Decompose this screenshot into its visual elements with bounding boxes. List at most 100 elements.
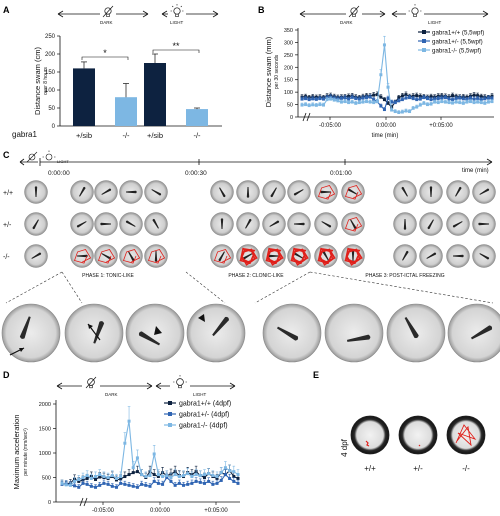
data-point xyxy=(451,94,455,98)
data-point xyxy=(94,485,98,489)
data-point xyxy=(148,484,152,488)
larva xyxy=(293,252,304,259)
larva xyxy=(403,219,407,230)
data-point xyxy=(425,103,429,107)
data-point xyxy=(425,97,429,101)
data-point xyxy=(393,110,397,114)
data-point xyxy=(365,100,369,104)
larva xyxy=(294,222,305,226)
data-point xyxy=(114,485,118,489)
data-point xyxy=(451,98,455,102)
data-point xyxy=(357,97,361,101)
data-point xyxy=(322,103,326,107)
larva xyxy=(402,250,409,261)
panel-c: C LIGHT 0:00:00 0:00:30 0:01:00 time (mi… xyxy=(1,150,500,363)
larva xyxy=(151,189,162,196)
y-tick-label: 350 xyxy=(284,28,293,34)
panel-d-legend: gabra1+/+ (4dpf) gabra1+/- (4dpf) gabra1-/… xyxy=(164,401,231,430)
data-point xyxy=(393,101,397,105)
larva xyxy=(79,186,86,197)
x-tick-label: +0:05:00 xyxy=(204,508,228,514)
panel-d-letter: D xyxy=(3,370,10,380)
data-point xyxy=(219,478,223,482)
data-point xyxy=(314,97,318,101)
data-point xyxy=(461,97,465,101)
panel-a-genotype-label: gabra1 xyxy=(12,130,37,139)
x-label: +/sib xyxy=(147,131,163,140)
seizure-trace xyxy=(73,249,92,264)
larva xyxy=(293,189,304,196)
well-zoom xyxy=(262,303,322,363)
panel-c-zoom-wells xyxy=(1,303,500,363)
arrow-head-icon xyxy=(19,348,24,352)
data-point xyxy=(73,484,77,488)
data-point xyxy=(131,466,135,470)
larva xyxy=(138,331,161,346)
data-point xyxy=(476,100,480,104)
x-tick-label: -0:05:00 xyxy=(319,123,342,129)
larva xyxy=(478,222,489,226)
data-point xyxy=(77,477,81,481)
legend-marker xyxy=(168,401,172,405)
data-point xyxy=(135,470,139,474)
data-point xyxy=(372,98,376,102)
data-point xyxy=(404,109,408,113)
data-point xyxy=(68,483,72,487)
data-point xyxy=(123,475,127,479)
legend-marker xyxy=(422,39,426,43)
data-point xyxy=(215,475,219,479)
panel-e-wells: +/+ +/- -/- xyxy=(350,415,486,473)
legend-label: gabra1+/- (5,5wpf) xyxy=(432,38,483,45)
larva xyxy=(321,221,332,228)
genotype-label: -/- xyxy=(462,464,470,473)
well xyxy=(446,415,486,455)
data-point xyxy=(458,101,462,105)
data-point xyxy=(236,476,240,480)
x-tick-label: 0:00:00 xyxy=(376,123,397,129)
larva xyxy=(34,186,38,197)
data-point xyxy=(148,474,152,478)
panel-c-row-labels: +/+ +/- -/- xyxy=(3,190,13,261)
legend-label: gabra1+/- (4dpf) xyxy=(179,412,229,419)
data-point xyxy=(165,476,169,479)
y-tick-label: 50 xyxy=(287,103,293,109)
panel-b-dark-header: DARK xyxy=(299,5,386,25)
data-point xyxy=(94,477,98,481)
data-point xyxy=(236,481,240,485)
data-point xyxy=(169,479,173,483)
larva xyxy=(452,221,463,228)
data-point xyxy=(454,100,458,104)
larva xyxy=(470,325,493,340)
data-point xyxy=(347,94,351,98)
legend-marker xyxy=(422,48,426,52)
data-point xyxy=(186,482,190,486)
data-point xyxy=(144,475,148,479)
data-point xyxy=(194,473,198,477)
genotype-label: +/+ xyxy=(364,464,376,473)
data-point xyxy=(468,100,472,104)
larva xyxy=(101,188,112,195)
panel-b-y-ticks: 0 50 100 150 200 250 300 350 xyxy=(284,28,298,121)
y-tick-label: 250 xyxy=(284,53,293,59)
panel-c-wells xyxy=(24,180,496,268)
data-point xyxy=(382,108,386,112)
data-point xyxy=(232,470,236,474)
well-zoom xyxy=(324,303,384,363)
panel-b-legend: gabra1+/+ (5,5wpf) gabra1+/- (5,5wpf) gabr… xyxy=(418,29,484,54)
larva xyxy=(76,221,87,228)
light-off-icon xyxy=(348,5,360,18)
y-tick-label: 200 xyxy=(284,65,293,71)
data-point xyxy=(194,479,198,483)
data-point xyxy=(322,97,326,101)
panel-b-light-header: LIGHT xyxy=(391,4,489,25)
data-point xyxy=(472,101,476,105)
well-zoom xyxy=(447,303,500,363)
data-point xyxy=(311,97,315,101)
larva xyxy=(219,187,226,198)
larva xyxy=(404,316,419,339)
data-point xyxy=(479,95,483,99)
data-point xyxy=(465,100,469,104)
data-point xyxy=(307,98,311,102)
data-point xyxy=(307,104,311,108)
panel-b-x-ticks: -0:05:00 0:00:00 +0:05:00 xyxy=(319,117,453,129)
